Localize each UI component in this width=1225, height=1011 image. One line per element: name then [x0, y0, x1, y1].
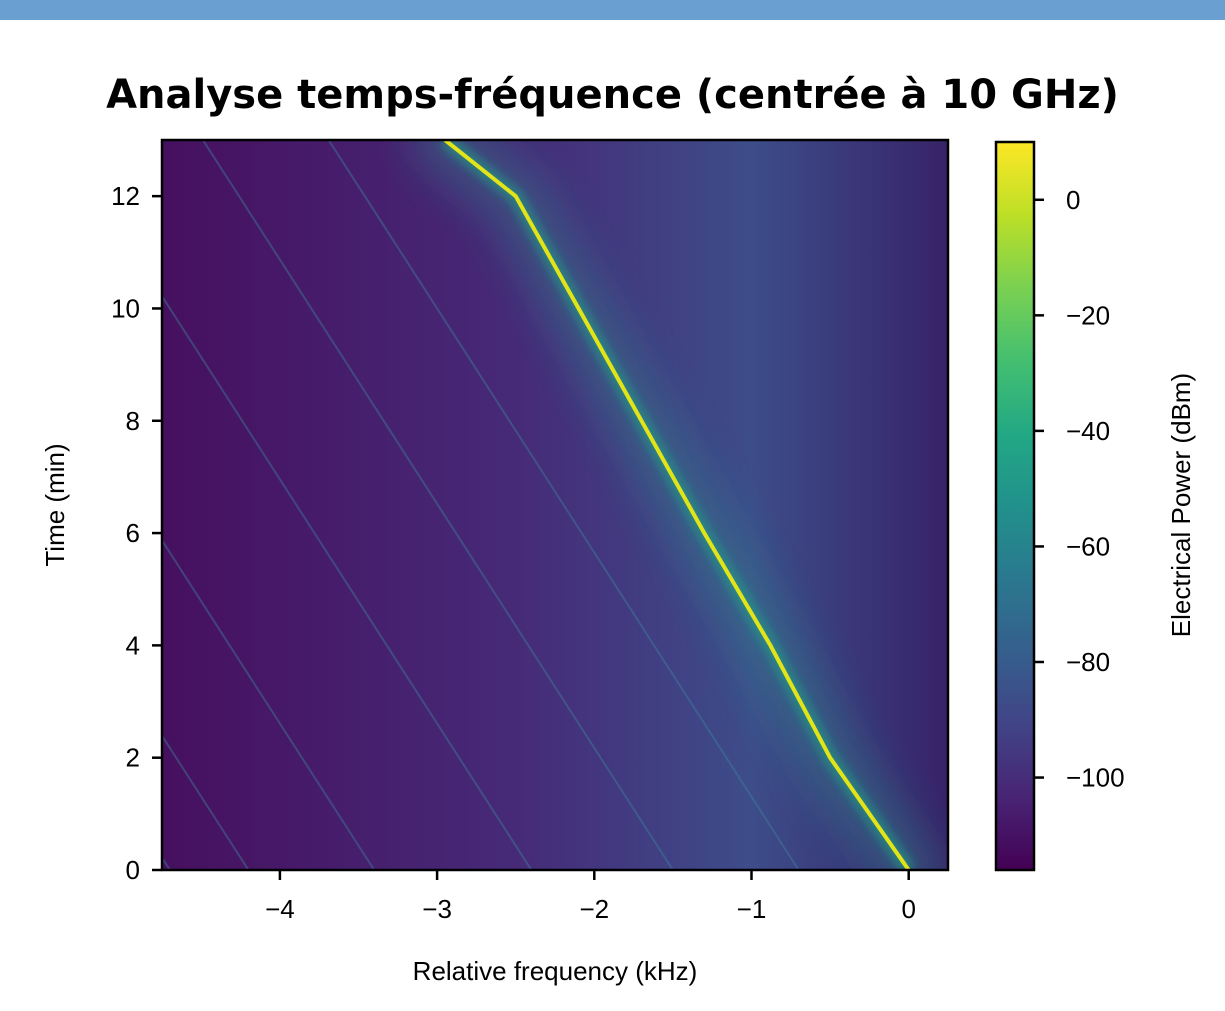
- colorbar-gradient: [994, 140, 1036, 872]
- faint-line-1: [162, 855, 171, 870]
- colorbar-tick-label: 0: [1066, 185, 1080, 215]
- y-tick-label: 6: [126, 518, 140, 548]
- colorbar: 0 −20 −40 −60 −80 −100: [994, 140, 1125, 872]
- colorbar-tick-label: −100: [1066, 763, 1125, 793]
- x-axis-ticks: −4 −3 −2 −1 0: [265, 870, 916, 924]
- y-tick-label: 2: [126, 743, 140, 773]
- colorbar-tick-label: −80: [1066, 647, 1110, 677]
- faint-line-5: [202, 140, 674, 870]
- chart-title: Analyse temps-fréquence (centrée à 10 GH…: [106, 72, 1119, 118]
- colorbar-label: Electrical Power (dBm): [1166, 373, 1196, 637]
- faint-line-2: [162, 733, 250, 870]
- faint-line-6: [327, 140, 800, 870]
- y-axis-ticks: 0 2 4 6 8 10 12: [111, 181, 162, 885]
- y-tick-label: 4: [126, 630, 140, 660]
- x-tick-label: −3: [422, 894, 452, 924]
- header-bar: [0, 0, 1225, 20]
- y-tick-label: 12: [111, 181, 140, 211]
- x-tick-label: −2: [579, 894, 609, 924]
- colorbar-tick-label: −60: [1066, 531, 1110, 561]
- x-tick-label: −1: [737, 894, 767, 924]
- plot-frame: [160, 138, 950, 872]
- colorbar-tick-label: −40: [1066, 416, 1110, 446]
- colorbar-ticks: 0 −20 −40 −60 −80 −100: [1034, 185, 1125, 793]
- x-axis-label: Relative frequency (kHz): [413, 956, 698, 986]
- main-line-peak: [443, 140, 911, 870]
- x-tick-label: −4: [265, 894, 295, 924]
- faint-line-4: [162, 294, 533, 870]
- y-tick-label: 10: [111, 293, 140, 323]
- y-axis-label: Time (min): [40, 443, 70, 566]
- y-tick-label: 8: [126, 406, 140, 436]
- x-tick-label: 0: [901, 894, 915, 924]
- y-tick-label: 0: [126, 855, 140, 885]
- colorbar-tick-label: −20: [1066, 300, 1110, 330]
- faint-line-3: [162, 538, 376, 870]
- plot-area: [160, 138, 950, 872]
